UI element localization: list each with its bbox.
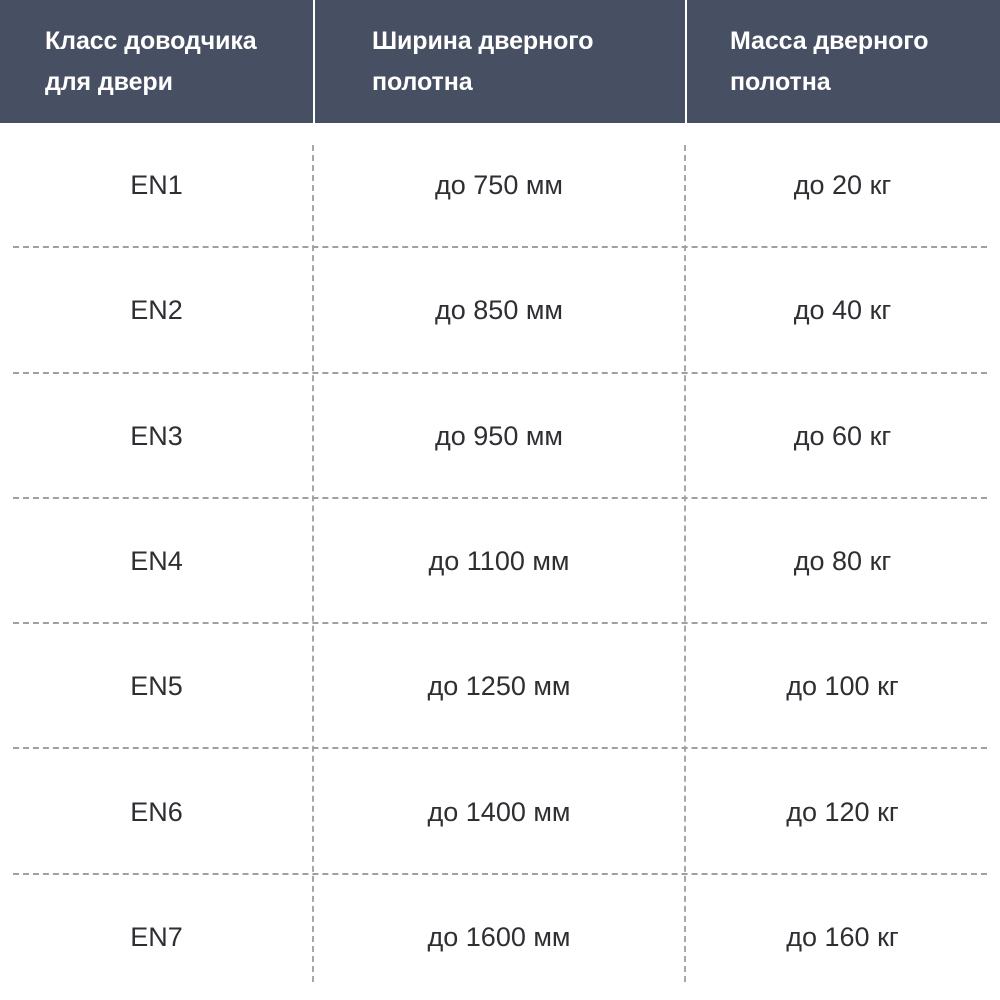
cell-closer-class: EN7 [130, 921, 183, 952]
cell-door-width: до 1600 мм [427, 921, 571, 952]
cell-closer-class: EN4 [130, 546, 183, 577]
column-header-door-width-line2: полотна [372, 67, 473, 96]
cell-door-mass: до 120 кг [786, 796, 899, 827]
column-header-door-width-line1: Ширина дверного [372, 26, 594, 55]
column-header-door-mass-line2: полотна [730, 67, 831, 96]
cell-door-width: до 1250 мм [427, 671, 571, 702]
cell-door-width: до 850 мм [435, 295, 563, 326]
column-header-door-width: Ширина дверного полотна [313, 0, 685, 123]
column-header-closer-class: Класс доводчика для двери [0, 0, 313, 123]
cell-closer-class: EN2 [130, 295, 183, 326]
table-body: EN1 до 750 мм до 20 кг EN2 до 850 мм до … [0, 123, 1000, 1000]
cell-door-mass: до 20 кг [793, 170, 892, 201]
cell-door-width: до 950 мм [435, 420, 563, 451]
cell-door-mass: до 80 кг [793, 546, 892, 577]
column-header-door-mass-line1: Масса дверного [730, 26, 929, 55]
table-row: EN7 до 1600 мм до 160 кг [0, 875, 1000, 1000]
column-header-door-mass: Масса дверного полотна [685, 0, 1000, 123]
cell-door-mass: до 40 кг [793, 295, 892, 326]
cell-closer-class: EN1 [130, 170, 183, 201]
table-row: EN1 до 750 мм до 20 кг [0, 123, 1000, 249]
cell-door-mass: до 60 кг [793, 420, 892, 451]
table-row: EN2 до 850 мм до 40 кг [0, 248, 1000, 374]
table-row: EN3 до 950 мм до 60 кг [0, 374, 1000, 500]
cell-closer-class: EN6 [130, 796, 183, 827]
cell-closer-class: EN3 [130, 420, 183, 451]
cell-door-width: до 1100 мм [428, 546, 570, 577]
column-header-closer-class-line1: Класс доводчика [45, 26, 257, 55]
cell-door-width: до 1400 мм [427, 796, 571, 827]
table-header-row: Класс доводчика для двери Ширина дверног… [0, 0, 1000, 123]
cell-closer-class: EN5 [130, 671, 183, 702]
table-row: EN6 до 1400 мм до 120 кг [0, 749, 1000, 876]
cell-door-mass: до 100 кг [786, 671, 899, 702]
cell-door-width: до 750 мм [435, 170, 563, 201]
table-row: EN5 до 1250 мм до 100 кг [0, 624, 1000, 750]
table-row: EN4 до 1100 мм до 80 кг [0, 499, 1000, 625]
cell-door-mass: до 160 кг [786, 921, 899, 952]
column-header-closer-class-line2: для двери [45, 67, 173, 96]
